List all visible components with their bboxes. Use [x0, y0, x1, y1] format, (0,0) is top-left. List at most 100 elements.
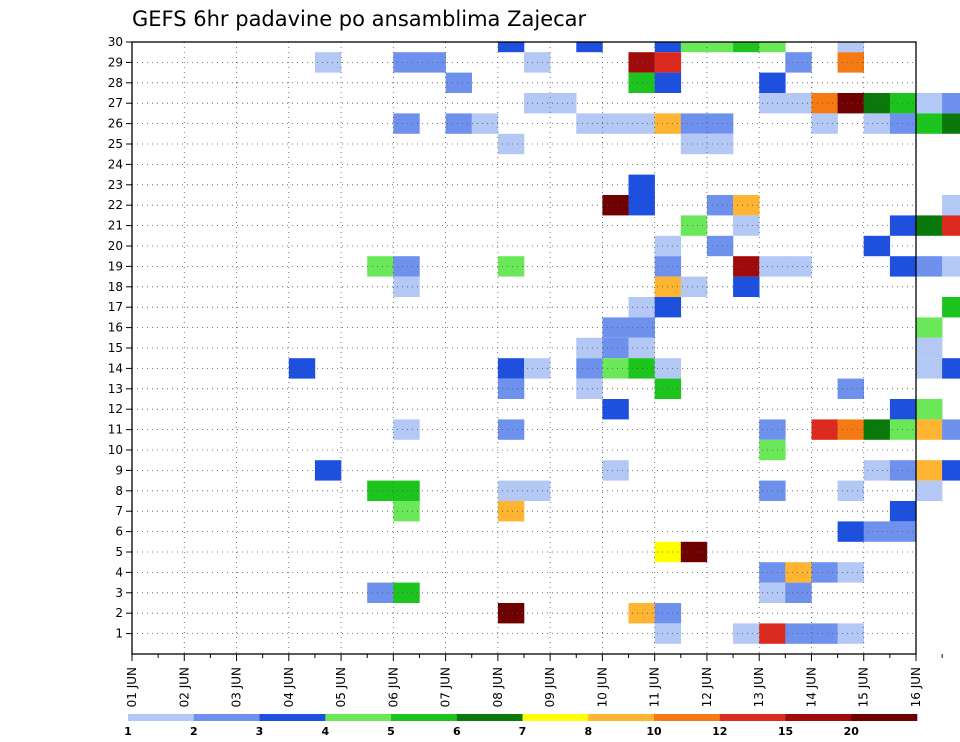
heatmap-cell: [680, 541, 708, 563]
heatmap-cell: [916, 358, 943, 379]
heatmap-cell: [628, 297, 655, 318]
heatmap-cell: [863, 113, 891, 134]
heatmap-cell: [837, 93, 864, 114]
heatmap-cell: [916, 113, 943, 134]
legend-color-swatch: [128, 714, 194, 721]
heatmap-cell: [733, 195, 760, 216]
x-axis: 01 JUN 02 JUN 03 JUN 04 JUN 05 JUN 06 JUN 07 J…: [125, 654, 943, 707]
heatmap-cell: [602, 460, 629, 481]
heatmap-cell: [942, 460, 960, 481]
heatmap-cell: [889, 501, 917, 522]
heatmap-cell: [811, 113, 838, 134]
heatmap-cell: [916, 460, 943, 481]
heatmap-cell: [576, 378, 603, 399]
heatmap-cell: [916, 256, 943, 277]
heatmap-cell: [733, 623, 760, 644]
y-tick-label: 16: [108, 321, 123, 335]
x-date-label: 14 JUN: [805, 667, 819, 707]
x-date-label: 03 JUN: [230, 667, 244, 707]
heatmap-cell: [837, 562, 864, 583]
y-tick-label: 30: [108, 35, 123, 49]
heatmap-cell: [393, 113, 420, 134]
heatmap-cell: [393, 52, 420, 73]
y-tick-label: 25: [108, 137, 123, 151]
heatmap-cell: [628, 72, 655, 93]
legend-threshold-label: 15: [778, 725, 793, 738]
legend-threshold-label: 6: [453, 725, 461, 738]
x-date-label: 02 JUN: [177, 667, 191, 707]
legend-color-swatch: [719, 714, 786, 721]
y-tick-label: 26: [108, 117, 123, 131]
heatmap-cell: [602, 317, 629, 338]
heatmap-cell: [654, 42, 682, 53]
x-date-label: 12 JUN: [700, 667, 714, 707]
y-tick-label: 14: [108, 361, 123, 375]
heatmap-cell: [628, 317, 655, 338]
heatmap-cell: [497, 358, 525, 379]
heatmap-cell: [628, 603, 655, 624]
y-tick-label: 9: [115, 463, 123, 477]
heatmap-cell: [916, 317, 943, 338]
heatmap-cell: [680, 113, 708, 134]
heatmap-cell: [393, 582, 420, 603]
legend-color-swatch: [654, 714, 720, 721]
heatmap-cell: [367, 582, 394, 603]
x-date-label: 07 JUN: [439, 667, 453, 707]
heatmap-cell: [550, 93, 577, 114]
heatmap-cell: [942, 297, 960, 318]
heatmap-cell: [837, 52, 864, 73]
heatmap-cell: [680, 133, 708, 155]
legend-threshold-label: 20: [844, 725, 860, 738]
legend-color-swatch: [588, 714, 655, 721]
y-axis: 1234567891011121314151617181920212223242…: [108, 35, 132, 641]
y-tick-label: 5: [115, 545, 123, 559]
heatmap-cell: [811, 93, 838, 114]
y-tick-label: 7: [115, 504, 123, 518]
heatmap-cell: [314, 52, 342, 73]
heatmap-cell: [785, 582, 812, 603]
heatmap-cell: [497, 256, 525, 277]
heatmap-cell: [393, 256, 420, 277]
heatmap-cell: [863, 460, 891, 481]
grid-lines: [132, 42, 916, 654]
legend-color-swatch: [851, 714, 918, 721]
heatmap-cell: [733, 276, 760, 297]
heatmap-cell: [680, 276, 708, 297]
y-tick-label: 17: [108, 300, 123, 314]
legend-threshold-label: 10: [646, 725, 662, 738]
y-tick-label: 13: [108, 382, 123, 396]
heatmap-cell: [863, 235, 891, 257]
heatmap-cell: [576, 358, 603, 379]
heatmap-cell: [706, 133, 734, 155]
heatmap-cell: [811, 419, 838, 440]
legend-threshold-label: 8: [584, 725, 592, 738]
legend-color-swatch: [193, 714, 260, 721]
heatmap-cell: [785, 256, 812, 277]
legend-color-swatch: [456, 714, 523, 721]
heatmap-cell: [680, 42, 708, 53]
heatmap-cell: [497, 133, 525, 155]
heatmap-cell: [889, 521, 917, 542]
heatmap-cell: [916, 480, 943, 501]
heatmap-cell: [445, 113, 472, 134]
heatmap-cell: [889, 215, 917, 236]
heatmap-cell: [916, 337, 943, 359]
heatmap-cell: [367, 480, 394, 501]
x-date-label: 04 JUN: [282, 667, 296, 707]
heatmap-cell: [889, 113, 917, 134]
heatmap-cell: [942, 113, 960, 134]
heatmap-cell: [942, 419, 960, 440]
heatmap-cell: [837, 42, 864, 53]
chart-title: GEFS 6hr padavine po ansamblima Zajecar: [132, 7, 587, 31]
heatmap-cell: [393, 480, 420, 501]
heatmap-cell: [837, 521, 864, 542]
y-tick-label: 2: [115, 606, 123, 620]
heatmap-cell: [602, 337, 629, 359]
x-date-label: 09 JUN: [543, 667, 557, 707]
heatmap-cell: [602, 195, 629, 216]
y-tick-label: 10: [108, 443, 123, 457]
legend-threshold-label: 5: [387, 725, 395, 738]
heatmap-cell: [628, 195, 655, 216]
legend-color-swatch: [259, 714, 326, 721]
heatmap-cell: [393, 419, 420, 440]
